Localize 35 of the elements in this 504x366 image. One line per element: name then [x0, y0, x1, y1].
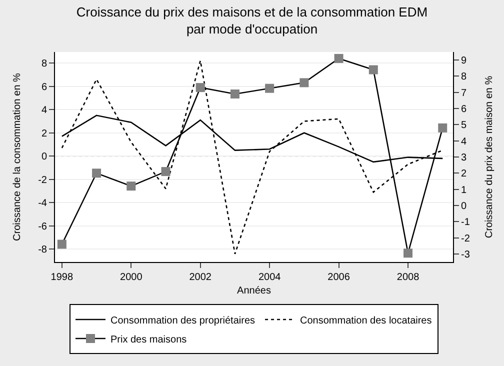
y-tick-label: -2 [38, 174, 48, 186]
y2-tick-label: 5 [461, 120, 467, 132]
y2-tick-label: 8 [461, 72, 467, 83]
y2-tick-label: 1 [461, 184, 467, 196]
x-tick-label: 1998 [50, 272, 74, 283]
y-tick-label: 4 [41, 105, 48, 116]
y-tick-label: -8 [38, 244, 48, 256]
x-axis-title: Années [237, 286, 271, 296]
y2-tick-label: -1 [461, 217, 470, 228]
legend-label: Consommation des propriétaires [110, 315, 256, 326]
y2-tick-label: 3 [461, 152, 467, 164]
y2-tick-label: -3 [461, 249, 470, 260]
x-tick-label: 2000 [120, 272, 143, 283]
y2-tick-label: -2 [461, 233, 470, 244]
y-tick-label: 8 [41, 58, 48, 70]
y2-tick-label: 4 [461, 136, 467, 148]
y2-axis-title: Croissance du prix des maison en % [484, 76, 495, 238]
x-tick-label: 2008 [396, 272, 420, 283]
y2-tick-label: 9 [461, 56, 467, 67]
legend-label: Prix des maisons [110, 334, 187, 346]
y-tick-label: 2 [41, 128, 48, 140]
y2-tick-label: 6 [461, 104, 467, 116]
x-tick-label: 2002 [189, 272, 212, 283]
x-tick-label: 2006 [328, 272, 350, 283]
y2-tick-label: 7 [461, 88, 467, 99]
chart-title: Croissance du prix des maisons et de la consommation EDM par mode d'occupation [76, 4, 428, 36]
y-tick-label: -6 [38, 221, 48, 232]
y-tick-label: 0 [41, 152, 48, 163]
legend-label: Consommation des locataires [300, 315, 432, 326]
y-tick-label: 6 [41, 82, 48, 93]
y-tick-label: -4 [38, 198, 48, 210]
x-tick-label: 2004 [258, 272, 282, 283]
y2-tick-label: 2 [461, 168, 467, 180]
y-axis-title: Croissance de la consommation en % [12, 72, 24, 241]
y2-tick-label: 0 [461, 200, 467, 212]
